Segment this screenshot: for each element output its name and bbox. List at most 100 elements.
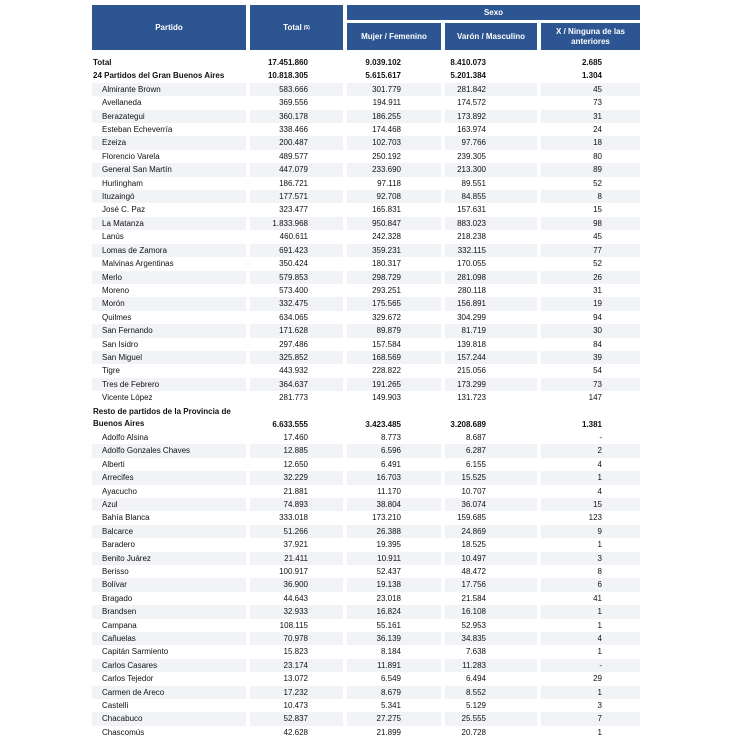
cell-name: Cañuelas: [92, 632, 246, 646]
cell-total: 338.466: [279, 125, 308, 135]
cell-total: 360.178: [250, 109, 343, 124]
cell-name: Ituzaingó: [92, 190, 246, 204]
table-row: Ituzaingó 177.571 92.708 84.855 8: [92, 190, 640, 204]
cell-mujer: 11.891: [347, 658, 441, 673]
table-row: Almirante Brown 583.666 301.779 281.842 45: [92, 82, 640, 97]
cell-mujer: 301.779: [347, 82, 441, 97]
cell-total: 186.721: [279, 178, 308, 188]
cell-varon: 281.842: [445, 82, 537, 97]
cell-x: 1: [597, 540, 602, 550]
cell-total: 489.577: [279, 151, 308, 161]
cell-total: 42.628: [283, 727, 308, 737]
cell-x: 45: [541, 82, 640, 97]
cell-total: 17.451.860: [267, 58, 308, 67]
cell-mujer: 11.170: [377, 486, 401, 496]
cell-mujer: 242.328: [372, 232, 401, 242]
header-mujer-label: Mujer / Femenino: [361, 31, 427, 41]
cell-total: 634.065: [279, 312, 308, 322]
cell-x: -: [599, 432, 602, 442]
header-sexo: Sexo: [347, 5, 640, 20]
header-partido-label: Partido: [155, 22, 183, 32]
cell-varon: 48.472: [461, 567, 486, 577]
cell-total: 369.556: [279, 98, 308, 108]
cell-mujer: 97.118: [377, 178, 401, 188]
cell-x: 45: [593, 232, 602, 242]
table-row: Benito Juárez 21.411 10.911 10.497 3: [92, 551, 640, 566]
cell-total: 21.411: [250, 551, 343, 566]
cell-total: 171.628: [250, 324, 343, 338]
header-x: X / Ninguna de las anteriores: [541, 23, 640, 50]
table-row: Chascomús 42.628 21.899 20.728 1: [92, 726, 640, 739]
cell-x: 94: [593, 312, 602, 322]
cell-x: 30: [541, 324, 640, 338]
cell-mujer: 52.437: [376, 567, 401, 577]
cell-x: 73: [541, 377, 640, 392]
cell-mujer: 298.729: [347, 270, 441, 284]
cell-x: 9: [541, 524, 640, 539]
table-row: Vicente López 281.773 149.903 131.723 147: [92, 391, 640, 404]
cell-total: 332.475: [250, 297, 343, 311]
table-row: Resto de partidos de la Provincia de Bue…: [92, 405, 640, 431]
cell-mujer: 6.491: [380, 459, 401, 469]
cell-total: 323.477: [279, 205, 308, 215]
cell-varon: 157.631: [457, 205, 486, 215]
header-total: Total (5): [250, 5, 343, 50]
cell-varon: 281.098: [445, 270, 537, 284]
cell-varon: 5.201.384: [450, 71, 486, 81]
cell-name: Ezeiza: [92, 136, 246, 150]
cell-x: 7: [541, 712, 640, 726]
cell-mujer: 27.275: [347, 712, 441, 726]
cell-x: 1: [541, 471, 640, 485]
cell-name: Benito Juárez: [92, 551, 246, 566]
cell-mujer: 36.139: [347, 632, 441, 646]
cell-varon: 131.723: [457, 393, 486, 403]
cell-x: 3: [597, 701, 602, 711]
table-row: Malvinas Argentinas 350.424 180.317 170.055…: [92, 257, 640, 270]
cell-total: 10.818.305: [267, 71, 308, 81]
table-row: Ayacucho 21.881 11.170 10.707 4: [92, 485, 640, 498]
table-row: Arrecifes 32.229 16.703 15.525 1: [92, 471, 640, 485]
table-row: Merlo 579.853 298.729 281.098 26: [92, 270, 640, 284]
cell-name: Carmen de Areco: [92, 685, 246, 700]
cell-name: San Fernando: [92, 324, 246, 338]
table-row: 24 Partidos del Gran Buenos Aires 10.818.…: [92, 69, 640, 82]
cell-mujer: 5.341: [380, 701, 401, 711]
cell-mujer: 8.679: [347, 685, 441, 700]
cell-varon: 304.299: [457, 312, 486, 322]
cell-total: 10.473: [283, 701, 308, 711]
cell-x: 19: [541, 297, 640, 311]
cell-x: 39: [541, 350, 640, 365]
cell-mujer: 5.615.617: [365, 71, 401, 81]
cell-mujer: 102.703: [347, 136, 441, 150]
cell-total: 37.921: [283, 540, 308, 550]
cell-varon: 139.818: [457, 339, 486, 349]
cell-name: Baradero: [102, 540, 135, 550]
cell-x: 1: [597, 647, 602, 657]
cell-total: 200.487: [250, 136, 343, 150]
cell-total: 177.571: [250, 190, 343, 204]
cell-total: 325.852: [250, 350, 343, 365]
cell-mujer: 16.703: [347, 471, 441, 485]
cell-mujer: 950.847: [347, 216, 441, 231]
table-row: Cañuelas 70.978 36.139 34.835 4: [92, 632, 640, 646]
cell-x: 52: [593, 178, 602, 188]
cell-mujer: 23.018: [376, 593, 401, 603]
cell-varon: 6.287: [445, 444, 537, 458]
table-row: Esteban Echeverría 338.466 174.468 163.974 2…: [92, 123, 640, 136]
cell-x: 41: [593, 593, 602, 603]
table-row: Lanús 460.611 242.328 218.238 45: [92, 230, 640, 243]
cell-varon: 18.525: [461, 540, 486, 550]
table-row: Brandsen 32.933 16.824 16.108 1: [92, 605, 640, 619]
cell-name: Tres de Febrero: [92, 377, 246, 392]
cell-x: 73: [593, 98, 602, 108]
cell-name: José C. Paz: [102, 205, 146, 215]
table-row: San Miguel 325.852 168.569 157.244 39: [92, 350, 640, 365]
table-row: Carlos Casares 23.174 11.891 11.283-: [92, 658, 640, 673]
table-row: Berisso 100.917 52.437 48.472 8: [92, 565, 640, 578]
cell-x: -: [541, 658, 640, 673]
table-row: Capitán Sarmiento 15.823 8.184 7.638 1: [92, 645, 640, 658]
cell-total: 17.460: [283, 432, 308, 442]
cell-name: Moreno: [102, 285, 130, 295]
cell-mujer: 10.911: [347, 551, 441, 566]
cell-mujer: 174.468: [372, 125, 401, 135]
